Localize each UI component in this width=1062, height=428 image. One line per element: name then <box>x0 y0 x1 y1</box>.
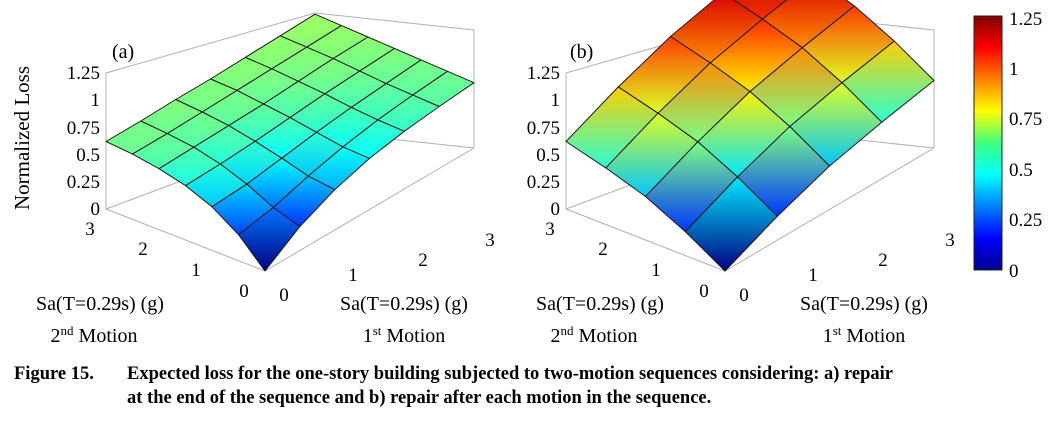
colorbar: 0 0.25 0.5 0.75 1 1.25 <box>973 9 1042 282</box>
y-tick-label: 0 <box>699 281 709 302</box>
y-tick-label: 3 <box>85 219 95 240</box>
y-axis-label-line2: 2nd Motion <box>51 323 138 347</box>
colorbar-tick-label: 0.5 <box>1009 160 1033 181</box>
z-tick-label: 0.75 <box>527 118 560 139</box>
colorbar-ticks: 0 0.25 0.5 0.75 1 1.25 <box>1009 9 1042 282</box>
z-tick-label: 1.25 <box>527 63 560 84</box>
panel-b-y-ticks: 3 2 1 0 <box>545 219 709 302</box>
x-axis-label-line2: 1st Motion <box>363 323 446 347</box>
z-axis-label: Normalized Loss <box>10 66 34 210</box>
x-tick-label: 1 <box>808 265 818 286</box>
z-tick-label: 0.5 <box>536 145 560 166</box>
panel-label-b: (b) <box>570 41 593 63</box>
z-tick-label: 0 <box>551 199 561 220</box>
z-tick-label: 1 <box>551 90 561 111</box>
x-axis-label-line2: 1st Motion <box>823 323 906 347</box>
colorbar-tick-label: 0.75 <box>1009 109 1042 130</box>
z-tick-label: 0.75 <box>67 118 100 139</box>
x-tick-label: 3 <box>485 230 495 251</box>
surface-patch <box>238 207 301 272</box>
caption-line-1: Expected loss for the one-story building… <box>127 364 894 384</box>
z-tick-label: 0.5 <box>76 145 100 166</box>
colorbar-tick-label: 0.25 <box>1009 210 1042 231</box>
colorbar-tick-label: 1.25 <box>1009 9 1042 30</box>
y-axis-label-line1: Sa(T=0.29s) (g) <box>536 293 664 315</box>
panel-a-x-ticks: 0 1 2 3 <box>279 230 495 306</box>
surface-a <box>105 13 475 272</box>
x-tick-label: 2 <box>878 250 888 271</box>
x-tick-label: 0 <box>739 285 749 306</box>
surface-patch <box>684 176 778 272</box>
z-tick-label: 1 <box>91 90 101 111</box>
x-tick-label: 0 <box>279 285 289 306</box>
y-axis-label-line2: 2nd Motion <box>551 323 638 347</box>
colorbar-gradient <box>973 15 1003 271</box>
panel-b-z-ticks: 0 0.25 0.5 0.75 1 1.25 <box>527 63 560 220</box>
panel-b: 0 0.25 0.5 0.75 1 1.25 (b) 3 2 1 0 0 1 2… <box>527 0 955 347</box>
x-tick-label: 2 <box>418 250 428 271</box>
panel-a: 0 0.25 0.5 0.75 1 1.25 Normalized Loss (… <box>10 12 495 347</box>
x-tick-label: 3 <box>945 230 955 251</box>
y-tick-label: 2 <box>598 239 608 260</box>
y-tick-label: 1 <box>191 260 201 281</box>
y-axis-label-line1: Sa(T=0.29s) (g) <box>36 293 164 315</box>
y-tick-label: 0 <box>239 281 249 302</box>
z-tick-label: 0 <box>91 199 101 220</box>
caption-line-2: at the end of the sequence and b) repair… <box>127 388 712 408</box>
x-axis-label-line1: Sa(T=0.29s) (g) <box>340 293 468 315</box>
panel-label-a: (a) <box>112 41 134 63</box>
surface-b <box>565 0 935 272</box>
z-tick-label: 1.25 <box>67 63 100 84</box>
y-tick-label: 2 <box>138 239 148 260</box>
y-tick-label: 3 <box>545 219 555 240</box>
caption-number: Figure 15. <box>14 364 94 384</box>
panel-b-x-ticks: 0 1 2 3 <box>739 230 955 306</box>
z-tick-label: 0.25 <box>67 172 100 193</box>
panel-a-y-ticks: 3 2 1 0 <box>85 219 249 302</box>
x-axis-label-line1: Sa(T=0.29s) (g) <box>800 293 928 315</box>
z-tick-label: 0.25 <box>527 172 560 193</box>
x-tick-label: 1 <box>348 265 358 286</box>
colorbar-tick-label: 0 <box>1009 261 1019 282</box>
figure-area: 0 0.25 0.5 0.75 1 1.25 Normalized Loss (… <box>10 0 1042 347</box>
panel-a-z-ticks: 0 0.25 0.5 0.75 1 1.25 <box>67 63 100 220</box>
colorbar-tick-label: 1 <box>1009 59 1019 80</box>
y-tick-label: 1 <box>651 260 661 281</box>
